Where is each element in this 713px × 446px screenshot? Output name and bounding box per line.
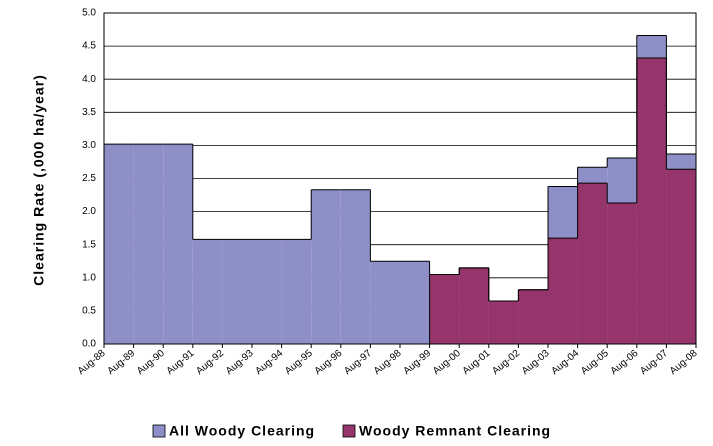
x-tick-label: Aug-94 (253, 348, 285, 377)
y-tick-label: 2.5 (82, 173, 96, 184)
x-tick-label: Aug-00 (431, 348, 463, 377)
area-step (340, 189, 371, 344)
area-step (636, 58, 667, 345)
area-step (488, 300, 519, 344)
x-tick-label: Aug-88 (76, 348, 108, 377)
area-step (459, 267, 489, 344)
y-axis-label: Clearing Rate (,000 ha/year) (31, 74, 47, 286)
y-tick-label: 3.0 (82, 140, 96, 151)
x-tick-label: Aug-93 (224, 348, 256, 377)
x-tick-label: Aug-97 (342, 348, 374, 377)
x-tick-label: Aug-92 (194, 348, 226, 377)
x-tick-label: Aug-95 (283, 348, 315, 377)
area-step (518, 289, 548, 344)
area-step (311, 189, 341, 344)
x-tick-label: Aug-98 (372, 348, 404, 377)
y-tick-label: 0.0 (82, 339, 96, 350)
y-tick-label: 0.5 (82, 306, 96, 317)
x-tick-label: Aug-89 (105, 348, 137, 377)
y-tick-label: 1.5 (82, 239, 96, 250)
legend-label: Woody Remnant Clearing (359, 423, 551, 439)
legend-label: All Woody Clearing (169, 423, 315, 439)
area-step (163, 144, 193, 344)
x-tick-label: Aug-91 (165, 348, 197, 377)
y-tick-label: 1.0 (82, 272, 96, 283)
area-step (222, 239, 252, 344)
legend-swatch (152, 424, 166, 438)
y-tick-label: 5.0 (82, 8, 96, 19)
area-step (577, 183, 608, 344)
legend-swatch (342, 424, 356, 438)
area-step (252, 239, 282, 344)
area-step (192, 239, 223, 344)
x-tick-label: Aug-04 (549, 348, 581, 377)
area-step (370, 261, 400, 344)
y-tick-label: 3.5 (82, 107, 96, 118)
x-tick-label: Aug-90 (135, 348, 167, 377)
x-tick-label: Aug-06 (609, 348, 641, 377)
area-step (607, 202, 637, 344)
y-tick-label: 4.0 (82, 74, 96, 85)
x-tick-label: Aug-99 (401, 348, 433, 377)
area-step (133, 144, 164, 344)
x-tick-label: Aug-02 (490, 348, 522, 377)
x-tick-label: Aug-07 (638, 348, 670, 377)
area-step (429, 274, 460, 344)
area-step (400, 261, 430, 344)
x-tick-label: Aug-01 (461, 348, 493, 377)
area-step (281, 239, 312, 344)
y-tick-label: 2.0 (82, 206, 96, 217)
x-tick-label: Aug-05 (579, 348, 611, 377)
area-step (104, 144, 134, 344)
area-step (666, 169, 696, 344)
x-tick-label: Aug-08 (668, 348, 700, 377)
y-tick-label: 4.5 (82, 41, 96, 52)
x-tick-label: Aug-96 (313, 348, 345, 377)
x-tick-label: Aug-03 (520, 348, 552, 377)
area-step (548, 238, 578, 344)
